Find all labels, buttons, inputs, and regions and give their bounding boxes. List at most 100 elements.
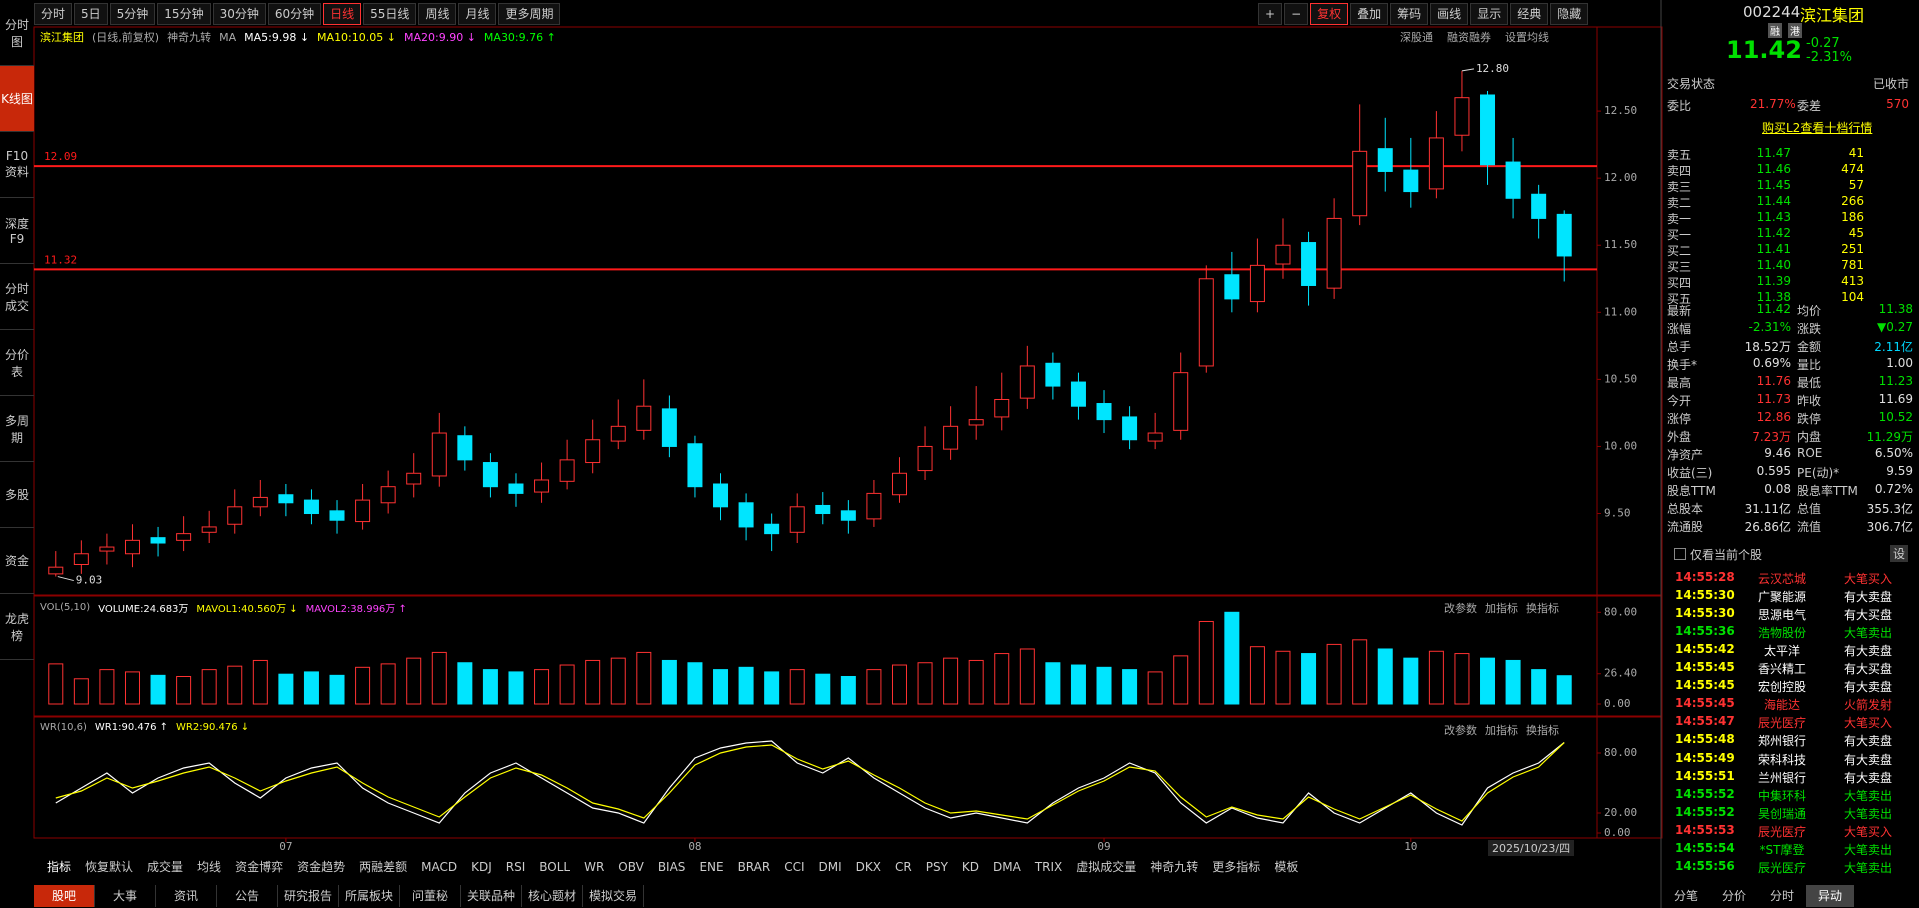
period-button[interactable]: 周线 xyxy=(418,3,457,25)
header-link[interactable]: 设置均线 xyxy=(1505,31,1549,44)
stat-label: ROE xyxy=(1797,446,1823,460)
indicator-tab[interactable]: MACD xyxy=(421,859,458,874)
indicator-tab[interactable]: OBV xyxy=(618,859,644,874)
panel-tab[interactable]: 分时 xyxy=(1769,889,1794,903)
panel-tool[interactable]: 改参数 xyxy=(1444,602,1477,615)
trade-type: 大笔买入 xyxy=(1843,716,1892,731)
period-button[interactable]: 日线 xyxy=(323,3,362,25)
book-label: 卖三 xyxy=(1667,180,1692,194)
bottom-tab[interactable]: 研究报告 xyxy=(278,885,339,907)
indicator-tab[interactable]: RSI xyxy=(505,859,526,874)
bottom-tab[interactable]: 大事 xyxy=(95,885,156,907)
bottom-tab[interactable]: 所属板块 xyxy=(339,885,400,907)
indicator-tab[interactable]: 模板 xyxy=(1274,860,1299,874)
panel-tool[interactable]: 改参数 xyxy=(1444,724,1477,737)
tool-button[interactable]: − xyxy=(1284,3,1309,25)
period-button[interactable]: 更多周期 xyxy=(498,3,561,25)
settings-button[interactable]: 设 xyxy=(1890,545,1909,562)
tool-button[interactable]: 筹码 xyxy=(1390,3,1429,25)
stat-value: 7.23万 xyxy=(1752,430,1791,444)
indicator-tab[interactable]: DMA xyxy=(993,859,1021,874)
left-tab[interactable]: K线图 xyxy=(0,66,34,132)
indicator-tab[interactable]: 成交量 xyxy=(147,860,184,874)
indicator-tab[interactable]: KDJ xyxy=(471,859,492,874)
bottom-tab[interactable]: 核心题材 xyxy=(522,885,583,907)
header-link[interactable]: 融资融券 xyxy=(1447,31,1491,44)
indicator-tab[interactable]: KD xyxy=(961,859,980,874)
indicator-tab[interactable]: 虚拟成交量 xyxy=(1076,860,1137,874)
candle-body xyxy=(1403,169,1419,193)
stat-value: 31.11亿 xyxy=(1744,502,1791,516)
indicator-tab[interactable]: BIAS xyxy=(657,859,686,874)
panel-tab[interactable]: 分笔 xyxy=(1673,889,1698,903)
candle-body xyxy=(687,443,703,488)
filter-checkbox[interactable] xyxy=(1674,548,1686,560)
trade-type: 大笔买入 xyxy=(1843,824,1892,839)
panel-tool[interactable]: 换指标 xyxy=(1526,724,1559,737)
indicator-tab[interactable]: CR xyxy=(895,859,912,874)
indicator-tab[interactable]: 更多指标 xyxy=(1212,860,1261,874)
period-button[interactable]: 月线 xyxy=(458,3,497,25)
panel-tab[interactable]: 异动 xyxy=(1806,885,1854,907)
stat-value: ▼0.27 xyxy=(1877,320,1913,334)
period-button[interactable]: 30分钟 xyxy=(212,3,266,25)
stat-label: 金额 xyxy=(1797,340,1822,354)
left-tab[interactable]: 分时成交 xyxy=(0,264,34,330)
panel-tab[interactable]: 分价 xyxy=(1721,889,1746,903)
period-button[interactable]: 5日 xyxy=(74,3,108,25)
tool-button[interactable]: 画线 xyxy=(1430,3,1469,25)
period-button[interactable]: 55日线 xyxy=(363,3,417,25)
tool-button[interactable]: 显示 xyxy=(1470,3,1509,25)
panel-tool[interactable]: 换指标 xyxy=(1526,602,1559,615)
period-button[interactable]: 60分钟 xyxy=(267,3,322,25)
left-tab[interactable]: 多周期 xyxy=(0,396,34,462)
bottom-tab[interactable]: 模拟交易 xyxy=(583,885,644,907)
tool-button[interactable]: 隐藏 xyxy=(1550,3,1589,25)
indicator-tab[interactable]: PSY xyxy=(925,859,948,874)
tool-button[interactable]: 复权 xyxy=(1310,3,1349,25)
indicator-tab[interactable]: 两融差额 xyxy=(359,860,408,874)
indicator-tab[interactable]: DKX xyxy=(855,859,881,874)
tool-button[interactable]: 叠加 xyxy=(1350,3,1389,25)
indicator-tab[interactable]: 恢复默认 xyxy=(85,860,134,874)
indicator-tab[interactable]: 资金博弈 xyxy=(235,860,284,874)
period-button[interactable]: 分时 xyxy=(34,3,73,25)
l2-link[interactable]: 购买L2查看十档行情 xyxy=(1762,121,1873,135)
volume-bar xyxy=(1377,648,1393,705)
indicator-tab[interactable]: BRAR xyxy=(737,859,771,874)
indicator-tab[interactable]: CCI xyxy=(784,859,805,874)
left-tab[interactable]: 龙虎榜 xyxy=(0,594,34,660)
left-tab[interactable]: 分价表 xyxy=(0,330,34,396)
indicator-tab[interactable]: 指标 xyxy=(47,860,72,874)
bottom-tab[interactable]: 资讯 xyxy=(156,885,217,907)
period-button[interactable]: 5分钟 xyxy=(109,3,156,25)
panel-tool[interactable]: 加指标 xyxy=(1485,724,1518,737)
left-tab[interactable]: F10资料 xyxy=(0,132,34,198)
trade-name: 太平洋 xyxy=(1763,644,1800,659)
left-tab[interactable]: 资金 xyxy=(0,528,34,594)
bottom-tab[interactable]: 公告 xyxy=(217,885,278,907)
indicator-tab[interactable]: ENE xyxy=(699,859,724,874)
bottom-tab[interactable]: 关联品种 xyxy=(461,885,522,907)
left-tab[interactable]: 分时图 xyxy=(0,0,34,66)
indicator-tab[interactable]: 资金趋势 xyxy=(297,860,346,874)
tool-button[interactable]: 经典 xyxy=(1510,3,1549,25)
indicator-tab[interactable]: 神奇九转 xyxy=(1150,860,1199,874)
panel-tool[interactable]: 加指标 xyxy=(1485,602,1518,615)
indicator-tab[interactable]: 均线 xyxy=(197,860,222,874)
header-link[interactable]: 深股通 xyxy=(1400,31,1433,44)
indicator-tab[interactable]: WR xyxy=(584,859,605,874)
bottom-tab[interactable]: 股吧 xyxy=(34,885,95,907)
indicator-tab[interactable]: TRIX xyxy=(1034,859,1063,874)
candle-body xyxy=(585,439,601,464)
bottom-tab[interactable]: 问董秘 xyxy=(400,885,461,907)
volume-bar xyxy=(1352,639,1368,705)
left-tab[interactable]: 多股 xyxy=(0,462,34,528)
tool-button[interactable]: + xyxy=(1258,3,1283,25)
period-button[interactable]: 15分钟 xyxy=(157,3,211,25)
indicator-tab[interactable]: DMI xyxy=(818,859,842,874)
volume-bar xyxy=(610,657,626,705)
left-tab[interactable]: 深度F9 xyxy=(0,198,34,264)
indicator-tab[interactable]: BOLL xyxy=(539,859,571,874)
left-tab-label: 资金 xyxy=(4,554,29,568)
